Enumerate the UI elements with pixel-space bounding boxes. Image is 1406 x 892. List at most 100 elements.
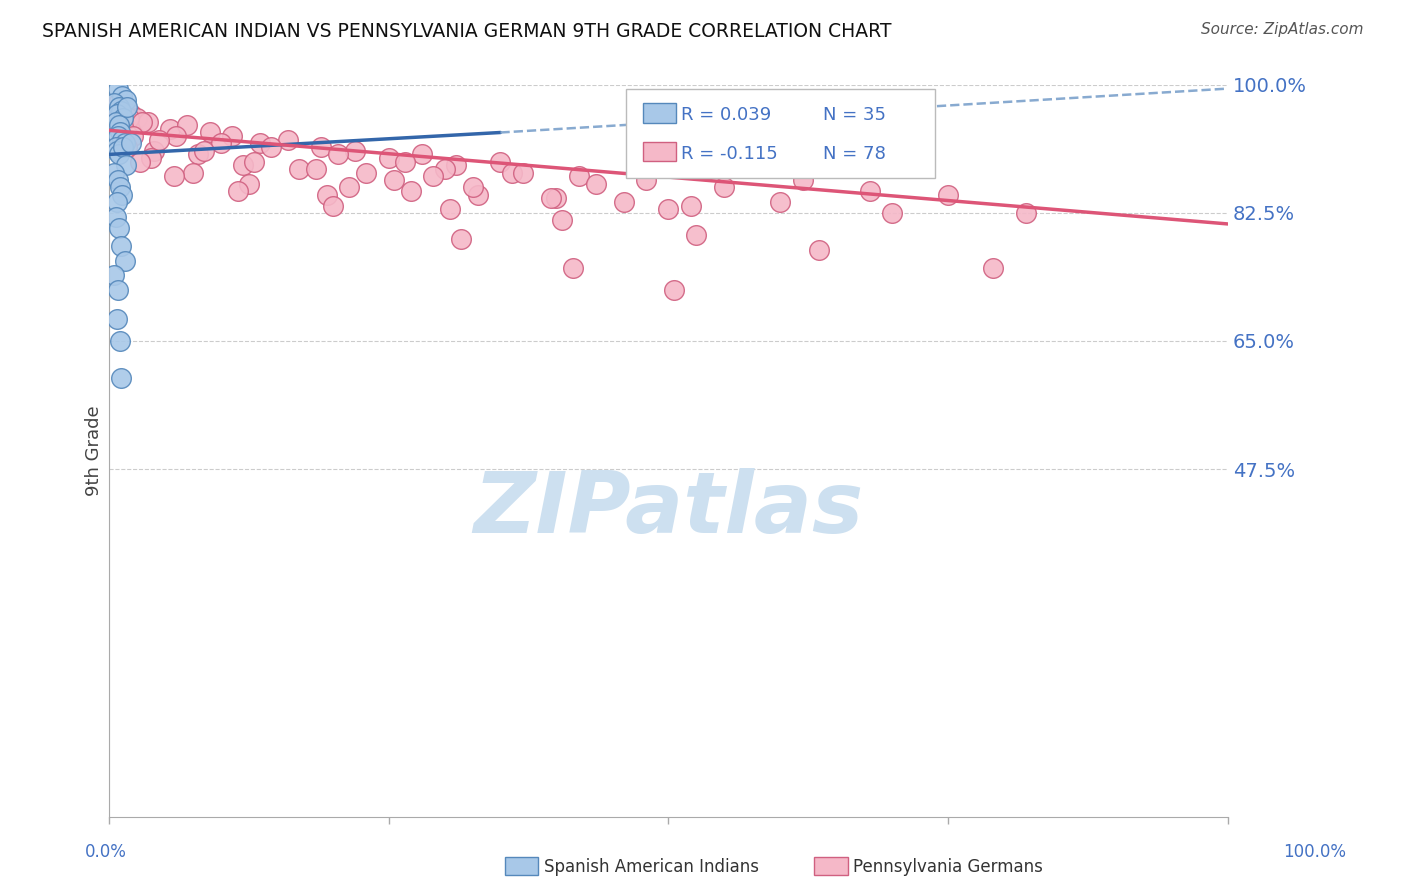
Point bbox=[115, 140, 138, 154]
Point bbox=[108, 126, 131, 140]
Point bbox=[450, 231, 472, 245]
Point bbox=[108, 334, 131, 348]
Point bbox=[769, 194, 792, 209]
Point bbox=[568, 169, 591, 184]
Point bbox=[105, 107, 128, 121]
Point bbox=[114, 136, 136, 151]
Point bbox=[108, 107, 131, 121]
Point bbox=[439, 202, 461, 217]
Point bbox=[107, 81, 129, 95]
Point bbox=[226, 184, 249, 198]
Point bbox=[103, 268, 125, 282]
Point bbox=[792, 173, 814, 187]
Point bbox=[105, 144, 128, 158]
Point bbox=[344, 144, 367, 158]
Point bbox=[277, 133, 299, 147]
Point bbox=[221, 129, 243, 144]
Point bbox=[193, 144, 215, 158]
Point bbox=[110, 370, 132, 384]
Point bbox=[107, 283, 129, 297]
Point bbox=[120, 136, 142, 151]
Point bbox=[111, 133, 134, 147]
Point bbox=[981, 260, 1004, 275]
Point bbox=[159, 121, 181, 136]
Point bbox=[114, 100, 136, 114]
Point bbox=[141, 151, 163, 165]
Point bbox=[382, 173, 405, 187]
Text: N = 35: N = 35 bbox=[823, 106, 886, 124]
Point bbox=[104, 210, 127, 224]
Point bbox=[163, 169, 186, 184]
Point bbox=[501, 166, 523, 180]
Point bbox=[107, 129, 129, 144]
Point bbox=[662, 283, 685, 297]
Point bbox=[354, 166, 377, 180]
Point bbox=[111, 187, 134, 202]
Point bbox=[115, 100, 138, 114]
Y-axis label: 9th Grade: 9th Grade bbox=[86, 406, 103, 496]
Point bbox=[129, 154, 152, 169]
Point bbox=[316, 187, 339, 202]
Point bbox=[685, 227, 707, 242]
Point bbox=[108, 118, 131, 132]
Point bbox=[107, 96, 129, 111]
Point bbox=[260, 140, 283, 154]
Point bbox=[181, 166, 204, 180]
Point bbox=[461, 180, 484, 194]
Point bbox=[103, 96, 125, 111]
Point bbox=[104, 114, 127, 128]
Point bbox=[114, 158, 136, 172]
Point bbox=[411, 147, 433, 161]
Point bbox=[311, 140, 333, 154]
Point bbox=[328, 147, 350, 161]
Text: R = 0.039: R = 0.039 bbox=[681, 106, 770, 124]
Point bbox=[165, 129, 187, 144]
Point bbox=[880, 206, 903, 220]
Point bbox=[612, 194, 634, 209]
Point bbox=[808, 243, 831, 257]
Point bbox=[634, 173, 657, 187]
Point bbox=[108, 180, 131, 194]
Point bbox=[176, 118, 198, 132]
Text: Pennsylvania Germans: Pennsylvania Germans bbox=[853, 858, 1043, 876]
Point bbox=[114, 253, 136, 268]
Point bbox=[444, 158, 467, 172]
Point bbox=[1015, 206, 1038, 220]
Point bbox=[114, 93, 136, 107]
Point bbox=[585, 177, 607, 191]
Point bbox=[105, 312, 128, 326]
Point bbox=[120, 107, 142, 121]
Point bbox=[713, 180, 735, 194]
Point bbox=[209, 136, 232, 151]
Point bbox=[104, 140, 127, 154]
Point bbox=[111, 89, 134, 103]
Text: R = -0.115: R = -0.115 bbox=[681, 145, 778, 162]
Text: SPANISH AMERICAN INDIAN VS PENNSYLVANIA GERMAN 9TH GRADE CORRELATION CHART: SPANISH AMERICAN INDIAN VS PENNSYLVANIA … bbox=[42, 22, 891, 41]
Point bbox=[679, 199, 702, 213]
Point bbox=[103, 166, 125, 180]
Point bbox=[249, 136, 271, 151]
Text: 100.0%: 100.0% bbox=[1284, 843, 1346, 861]
Point bbox=[540, 191, 562, 205]
Point bbox=[288, 162, 311, 177]
Point bbox=[125, 111, 148, 125]
Point bbox=[422, 169, 444, 184]
Point bbox=[238, 177, 260, 191]
Point bbox=[112, 111, 135, 125]
Point bbox=[108, 100, 131, 114]
Point bbox=[105, 194, 128, 209]
Point bbox=[187, 147, 209, 161]
Point bbox=[489, 154, 512, 169]
Point bbox=[433, 162, 456, 177]
Point bbox=[546, 191, 568, 205]
Point bbox=[110, 239, 132, 253]
Point bbox=[339, 180, 361, 194]
Point bbox=[107, 173, 129, 187]
Text: ZIPatlas: ZIPatlas bbox=[474, 467, 863, 550]
Point bbox=[394, 154, 416, 169]
Point bbox=[399, 184, 422, 198]
Point bbox=[110, 103, 132, 118]
Point bbox=[322, 199, 344, 213]
Point bbox=[142, 144, 165, 158]
Point bbox=[118, 111, 141, 125]
